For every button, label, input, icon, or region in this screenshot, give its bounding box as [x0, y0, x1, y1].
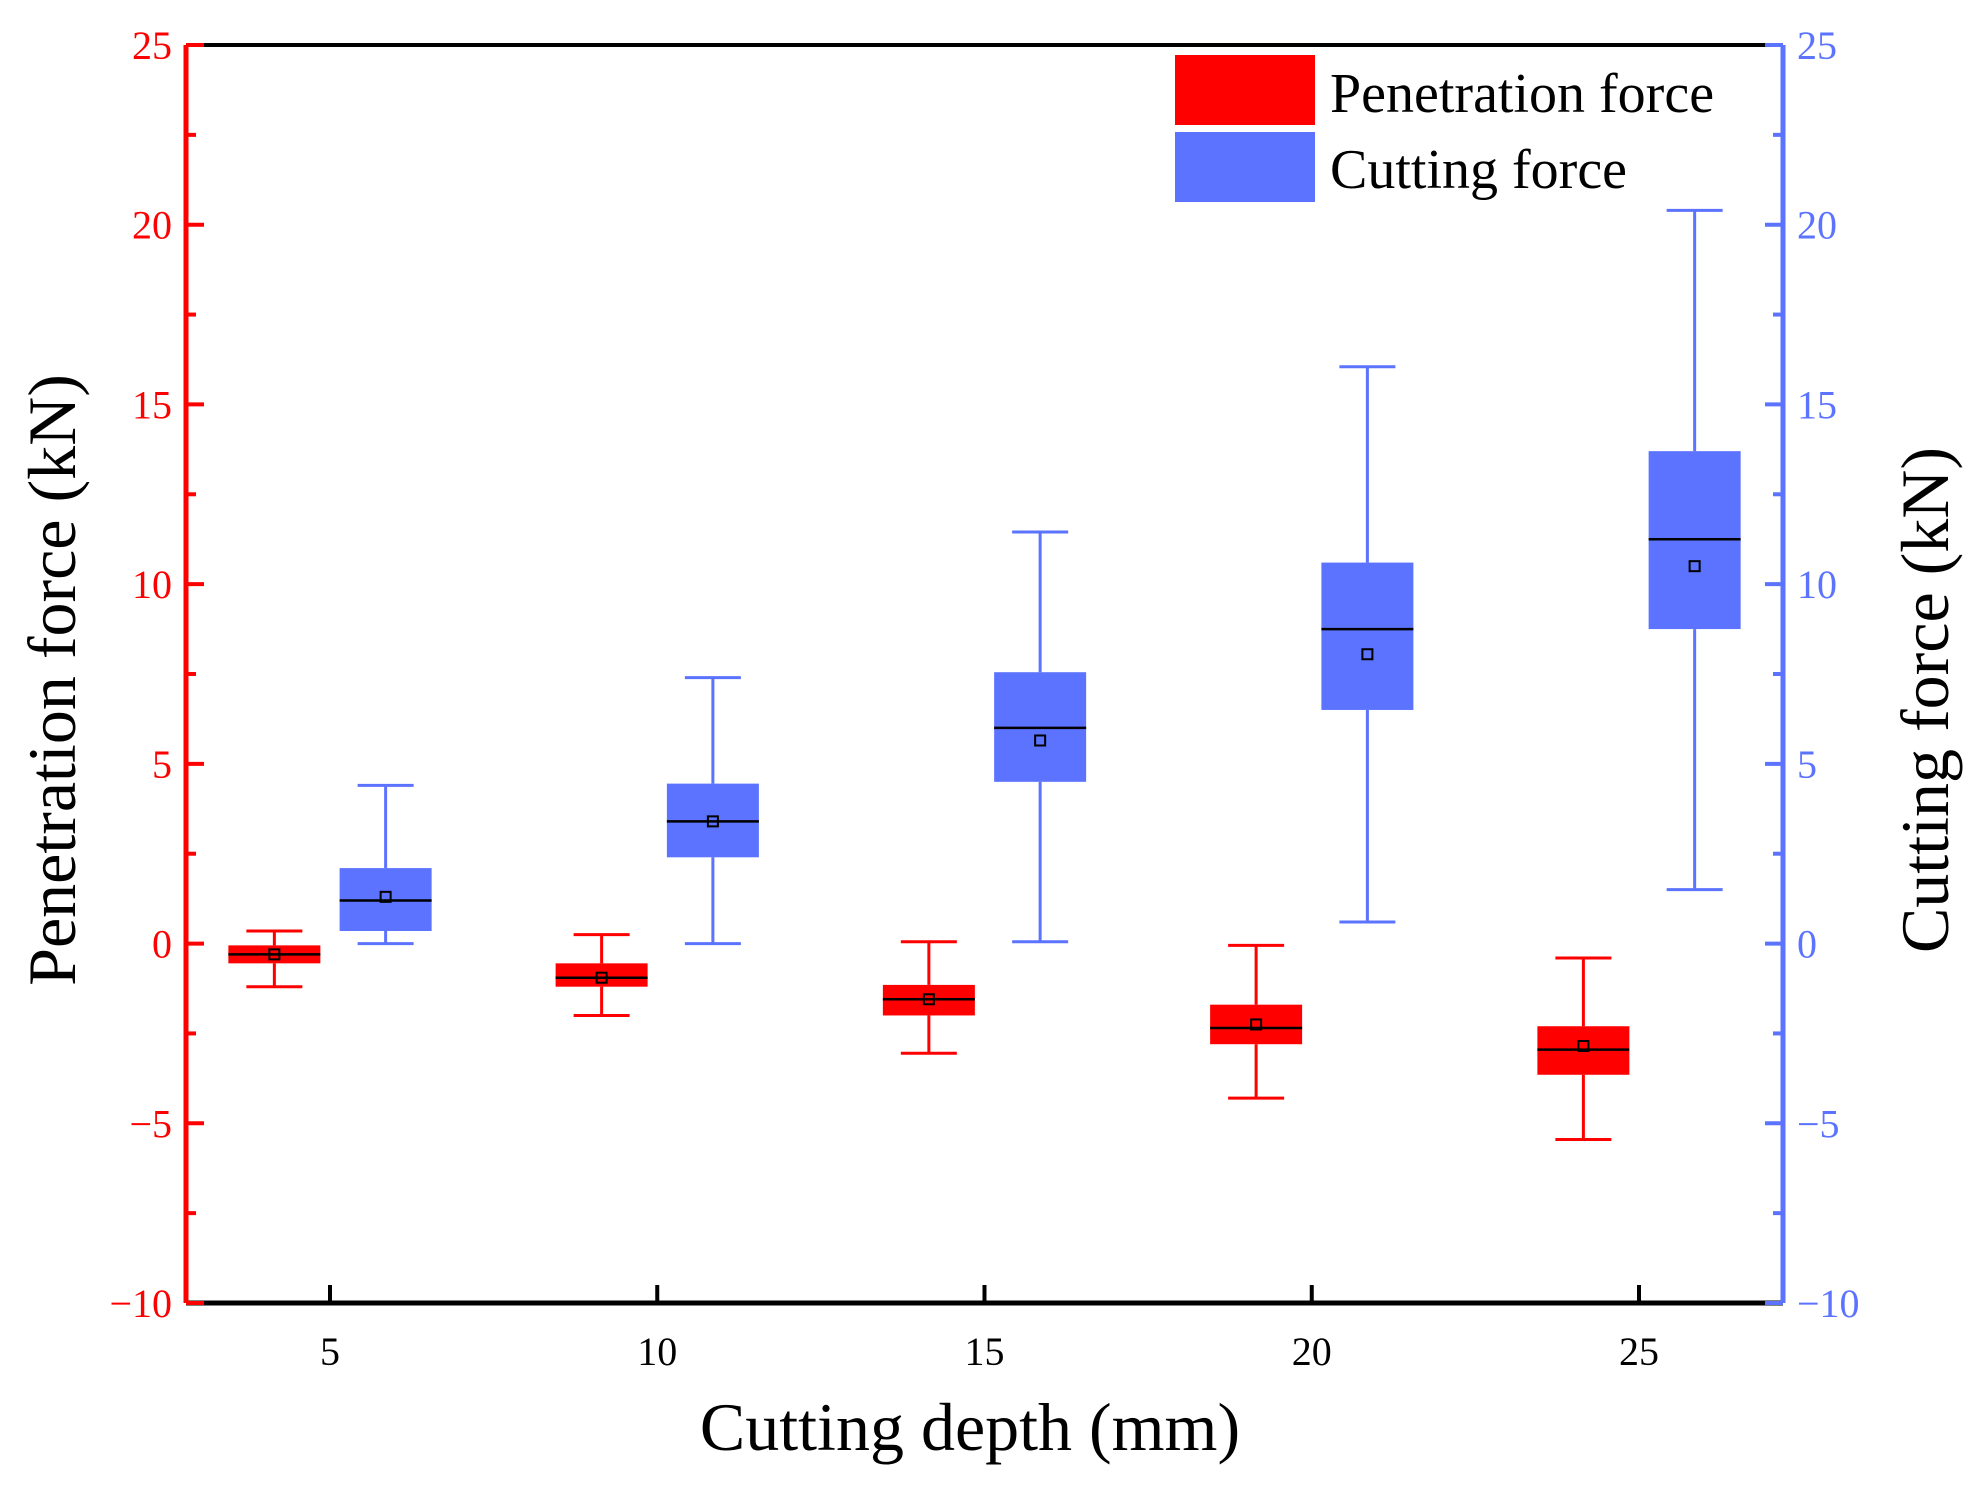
y-tick-label-left: 10 — [132, 562, 172, 607]
x-tick-label: 5 — [320, 1329, 340, 1374]
y-tick-label-right: 0 — [1797, 922, 1817, 967]
box-penetration-10 — [555, 933, 648, 1017]
mean-marker — [706, 815, 719, 828]
y-tick-label-right: 5 — [1797, 742, 1817, 787]
y-tick-label-left: −5 — [129, 1101, 172, 1146]
y-tick-label-left: −10 — [109, 1281, 172, 1326]
x-tick-label: 25 — [1619, 1329, 1659, 1374]
box-cutting-20 — [1321, 365, 1414, 924]
box-iqr — [555, 963, 648, 987]
mean-marker — [1250, 1018, 1263, 1031]
x-axis-title: Cutting depth (mm) — [700, 1389, 1240, 1465]
y-axis-title-left: Penetration force (kN) — [14, 374, 90, 986]
box-penetration-25 — [1537, 956, 1630, 1141]
box-iqr — [1210, 1004, 1303, 1045]
mean-marker — [1034, 734, 1047, 747]
box-penetration-5 — [228, 929, 321, 989]
mean-marker — [595, 971, 608, 984]
box-iqr — [1321, 562, 1414, 710]
y-tick-label-right: −5 — [1797, 1101, 1840, 1146]
y-tick-label-left: 15 — [132, 382, 172, 427]
x-tick-label: 15 — [965, 1329, 1005, 1374]
y-tick-label-right: 25 — [1797, 23, 1837, 68]
mean-marker — [379, 890, 392, 903]
mean-marker — [922, 993, 935, 1006]
y-tick-label-right: −10 — [1797, 1281, 1860, 1326]
y-tick-label-right: 10 — [1797, 562, 1837, 607]
y-tick-label-right: 20 — [1797, 203, 1837, 248]
mean-marker — [268, 948, 281, 961]
box-cutting-15 — [994, 530, 1087, 944]
axes: −10 −10 −5 −5 0 0 5 5 10 10 15 15 20 20 25 25 5 10 15 20 25 — [109, 23, 1859, 1374]
mean-marker — [1577, 1040, 1590, 1053]
legend: Penetration force Cutting force — [1175, 55, 1714, 202]
y-tick-label-left: 20 — [132, 203, 172, 248]
y-tick-label-left: 5 — [152, 742, 172, 787]
mean-marker — [1688, 560, 1701, 573]
x-tick-label: 10 — [637, 1329, 677, 1374]
box-penetration-15 — [882, 940, 975, 1055]
box-cutting-25 — [1648, 208, 1741, 892]
y-tick-label-left: 25 — [132, 23, 172, 68]
legend-swatch-cutting — [1175, 132, 1315, 202]
plot-marks — [228, 208, 1741, 1141]
legend-swatch-penetration — [1175, 55, 1315, 125]
box-cutting-10 — [666, 676, 759, 946]
legend-label-cutting: Cutting force — [1330, 139, 1627, 201]
mean-marker — [1361, 648, 1374, 661]
y-tick-label-right: 15 — [1797, 382, 1837, 427]
legend-label-penetration: Penetration force — [1330, 63, 1714, 125]
box-cutting-5 — [339, 783, 432, 946]
y-axis-title-right: Cutting force (kN) — [1887, 447, 1963, 953]
x-tick-label: 20 — [1292, 1329, 1332, 1374]
y-tick-label-left: 0 — [152, 922, 172, 967]
box-penetration-20 — [1210, 943, 1303, 1100]
